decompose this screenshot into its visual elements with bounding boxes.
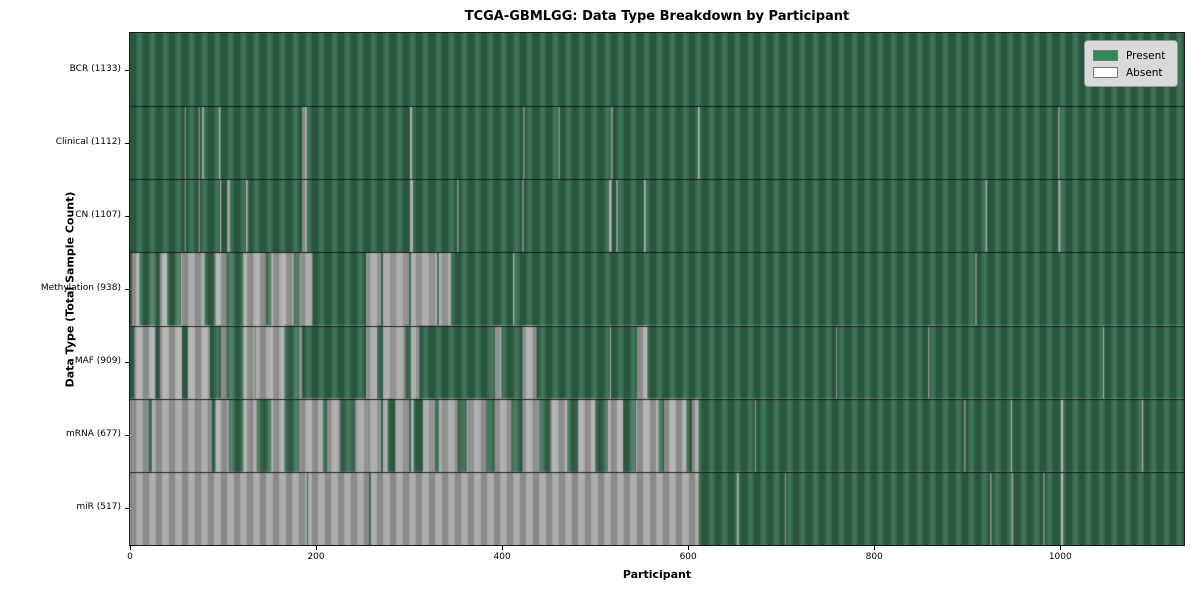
y-tick-mark xyxy=(125,508,129,509)
y-tick-label-MAF: MAF (909) xyxy=(74,356,121,366)
legend-label-absent: Absent xyxy=(1126,66,1163,79)
y-tick-label-mRNA: mRNA (677) xyxy=(66,429,121,439)
x-tick-label: 200 xyxy=(307,552,325,562)
x-tick-label: 0 xyxy=(127,552,133,562)
y-tick-mark xyxy=(125,362,129,363)
y-tick-mark xyxy=(125,216,129,217)
x-tick-mark xyxy=(688,546,690,550)
present-swatch xyxy=(1093,50,1118,61)
y-tick-label-Clinical: Clinical (1112) xyxy=(55,137,121,147)
x-tick-label: 800 xyxy=(865,552,883,562)
y-tick-mark xyxy=(125,435,129,436)
legend-entry-absent: Absent xyxy=(1093,64,1169,81)
absent-swatch xyxy=(1093,67,1118,78)
x-axis-label: Participant xyxy=(622,568,692,581)
y-tick-mark xyxy=(125,289,129,290)
y-tick-label-CN: CN (1107) xyxy=(75,210,121,220)
x-tick-label: 1000 xyxy=(1048,552,1072,562)
legend: Present Absent xyxy=(1084,40,1178,87)
x-tick-mark xyxy=(1060,546,1062,550)
y-tick-mark xyxy=(125,143,129,144)
x-tick-label: 600 xyxy=(679,552,697,562)
y-tick-label-Methylation: Methylation (938) xyxy=(40,283,121,293)
x-tick-mark xyxy=(130,546,131,550)
y-tick-label-BCR: BCR (1133) xyxy=(69,64,121,74)
legend-entry-present: Present xyxy=(1093,47,1169,64)
chart-title: TCGA-GBMLGG: Data Type Breakdown by Part… xyxy=(464,9,850,24)
x-tick-mark xyxy=(874,546,876,550)
heatmap-canvas xyxy=(129,32,1185,546)
y-tick-label-miR: miR (517) xyxy=(76,502,121,512)
legend-label-present: Present xyxy=(1126,49,1166,62)
x-tick-label: 400 xyxy=(493,552,511,562)
y-tick-mark xyxy=(125,70,129,71)
x-tick-mark xyxy=(316,546,318,550)
x-tick-mark xyxy=(502,546,504,550)
